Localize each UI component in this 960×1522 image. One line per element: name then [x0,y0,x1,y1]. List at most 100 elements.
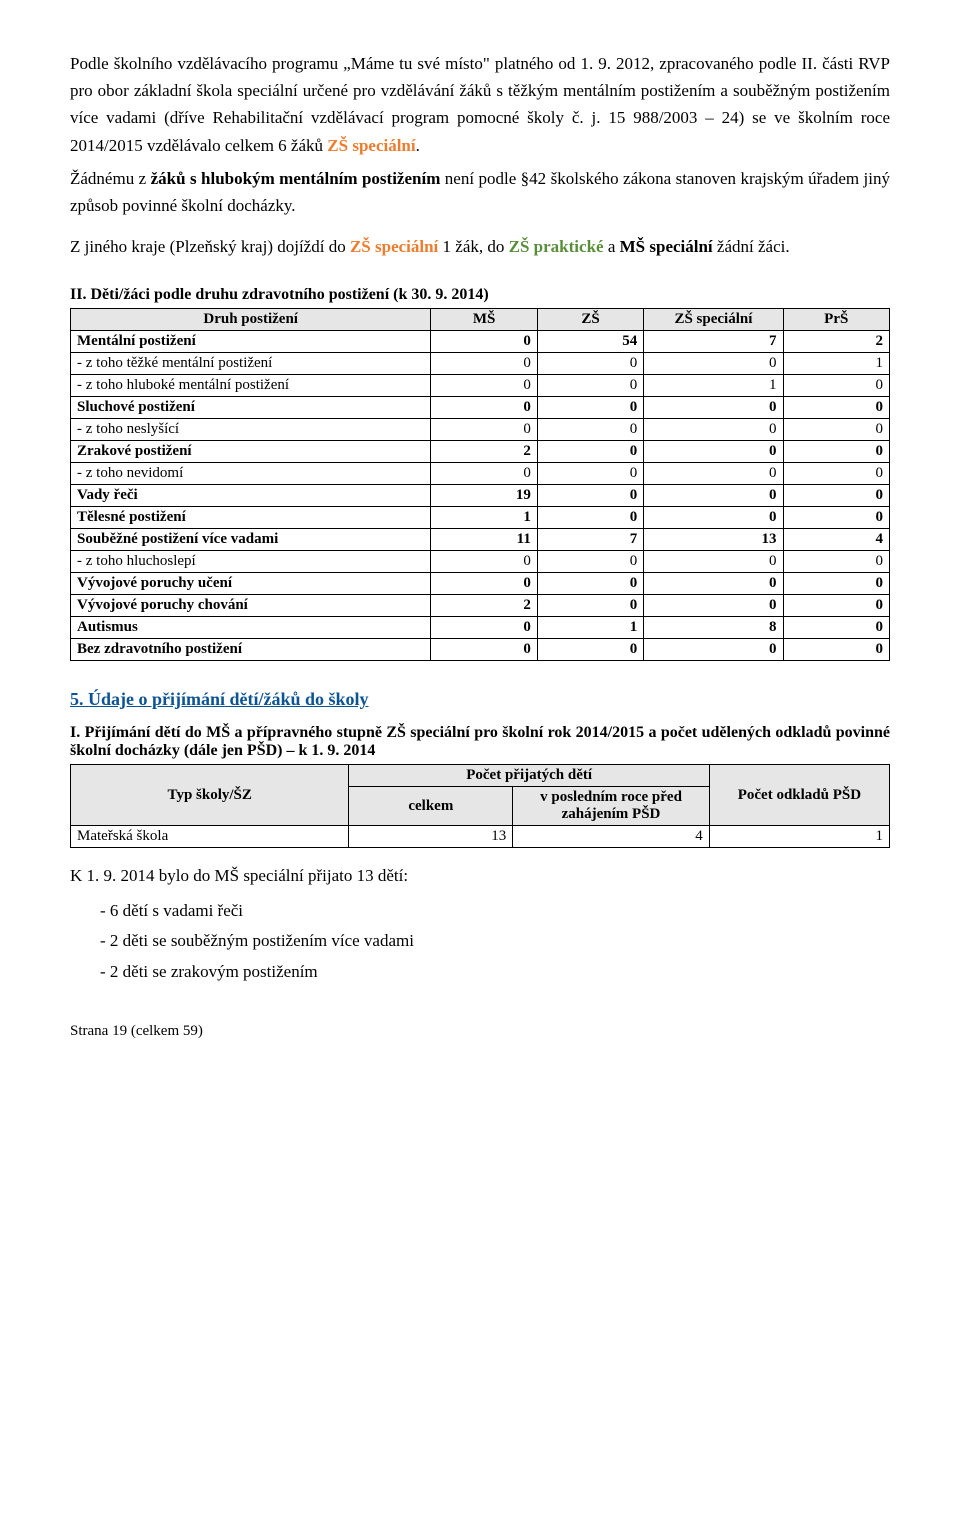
row-label: - z toho nevidomí [71,463,431,485]
row-label: Bez zdravotního postižení [71,639,431,661]
row-value: 0 [431,573,537,595]
t2-h2: MŠ [431,309,537,331]
table-row: Autismus0180 [71,617,890,639]
t3-v2: 1 [709,826,889,848]
t3-h-prij: Počet přijatých dětí [349,765,709,787]
row-value: 0 [783,639,889,661]
row-value: 0 [431,331,537,353]
para3-b: ZŠ speciální [350,237,438,256]
para3-f: MŠ speciální [620,237,713,256]
row-label: Souběžné postižení více vadami [71,529,431,551]
row-value: 0 [431,463,537,485]
t3-v0: 13 [349,826,513,848]
bullet-item: - 2 děti se souběžným postižením více va… [70,926,890,957]
row-value: 1 [783,353,889,375]
t3-h-celkem: celkem [349,787,513,826]
row-value: 8 [644,617,783,639]
t2-h1: Druh postižení [71,309,431,331]
row-value: 0 [783,375,889,397]
para2-a: Žádnému z [70,169,151,188]
t3-row: Mateřská škola 13 4 1 [71,826,890,848]
row-label: - z toho hluboké mentální postižení [71,375,431,397]
row-label: Vývojové poruchy učení [71,573,431,595]
paragraph-1: Podle školního vzdělávacího programu „Má… [70,50,890,159]
row-value: 54 [537,331,643,353]
row-value: 1 [644,375,783,397]
para3-c: 1 žák, do [438,237,508,256]
row-value: 0 [783,419,889,441]
para1-highlight: ZŠ speciální [327,136,415,155]
paragraph-4: K 1. 9. 2014 bylo do MŠ speciální přijat… [70,862,890,889]
paragraph-3: Z jiného kraje (Plzeňský kraj) dojíždí d… [70,233,890,260]
row-value: 0 [537,639,643,661]
row-label: - z toho hluchoslepí [71,551,431,573]
row-label: Vady řeči [71,485,431,507]
row-value: 0 [431,639,537,661]
bullet-item: - 2 děti se zrakovým postižením [70,957,890,988]
row-value: 0 [783,573,889,595]
t3-label: Mateřská škola [71,826,349,848]
table-row: Bez zdravotního postižení0000 [71,639,890,661]
row-value: 0 [644,463,783,485]
row-value: 0 [783,551,889,573]
table2-title: II. Děti/žáci podle druhu zdravotního po… [70,286,890,304]
para3-d: ZŠ praktické [509,237,604,256]
row-value: 0 [644,573,783,595]
table-row: Souběžné postižení více vadami117134 [71,529,890,551]
t2-h4: ZŠ speciální [644,309,783,331]
row-value: 0 [644,441,783,463]
row-value: 0 [644,419,783,441]
t2-h3: ZŠ [537,309,643,331]
row-value: 2 [783,331,889,353]
subsection-1: I. Přijímání dětí do MŠ a přípravného st… [70,724,890,760]
row-value: 19 [431,485,537,507]
t2-h5: PrŠ [783,309,889,331]
row-value: 0 [537,573,643,595]
row-value: 0 [537,463,643,485]
page-footer: Strana 19 (celkem 59) [70,1023,890,1040]
section-5-heading: 5. Údaje o přijímání dětí/žáků do školy [70,689,890,710]
table-prijimani: Typ školy/ŠZ Počet přijatých dětí Počet … [70,764,890,848]
row-label: - z toho neslyšící [71,419,431,441]
row-value: 7 [644,331,783,353]
row-label: Vývojové poruchy chování [71,595,431,617]
row-value: 0 [783,463,889,485]
table-row: - z toho neslyšící0000 [71,419,890,441]
para1-text-c: . [416,136,420,155]
row-value: 0 [431,419,537,441]
table-row: Mentální postižení05472 [71,331,890,353]
row-label: Autismus [71,617,431,639]
row-value: 0 [537,507,643,529]
row-value: 0 [537,441,643,463]
row-value: 0 [431,617,537,639]
row-value: 0 [644,639,783,661]
row-value: 0 [431,353,537,375]
row-value: 0 [537,595,643,617]
row-value: 0 [537,397,643,419]
t3-h-typ: Typ školy/ŠZ [71,765,349,826]
row-value: 1 [431,507,537,529]
row-value: 0 [644,551,783,573]
row-value: 0 [783,485,889,507]
row-value: 0 [644,397,783,419]
para3-e: a [604,237,620,256]
row-value: 7 [537,529,643,551]
table-row: Zrakové postižení2000 [71,441,890,463]
table-row: Sluchové postižení0000 [71,397,890,419]
para2-bold: žáků s hlubokým mentálním postižením [151,169,441,188]
row-value: 0 [783,397,889,419]
row-value: 1 [537,617,643,639]
row-value: 0 [431,397,537,419]
t3-h-odkl: Počet odkladů PŠD [709,765,889,826]
row-value: 0 [537,353,643,375]
t3-h-posl: v posledním roce před zahájením PŠD [513,787,710,826]
row-value: 0 [783,507,889,529]
table-row: - z toho těžké mentální postižení0001 [71,353,890,375]
row-label: - z toho těžké mentální postižení [71,353,431,375]
para3-g: žádní žáci. [713,237,790,256]
row-value: 0 [431,375,537,397]
table-row: Vady řeči19000 [71,485,890,507]
table2-header-row: Druh postižení MŠ ZŠ ZŠ speciální PrŠ [71,309,890,331]
row-value: 0 [644,353,783,375]
bullet-item: - 6 dětí s vadami řeči [70,896,890,927]
